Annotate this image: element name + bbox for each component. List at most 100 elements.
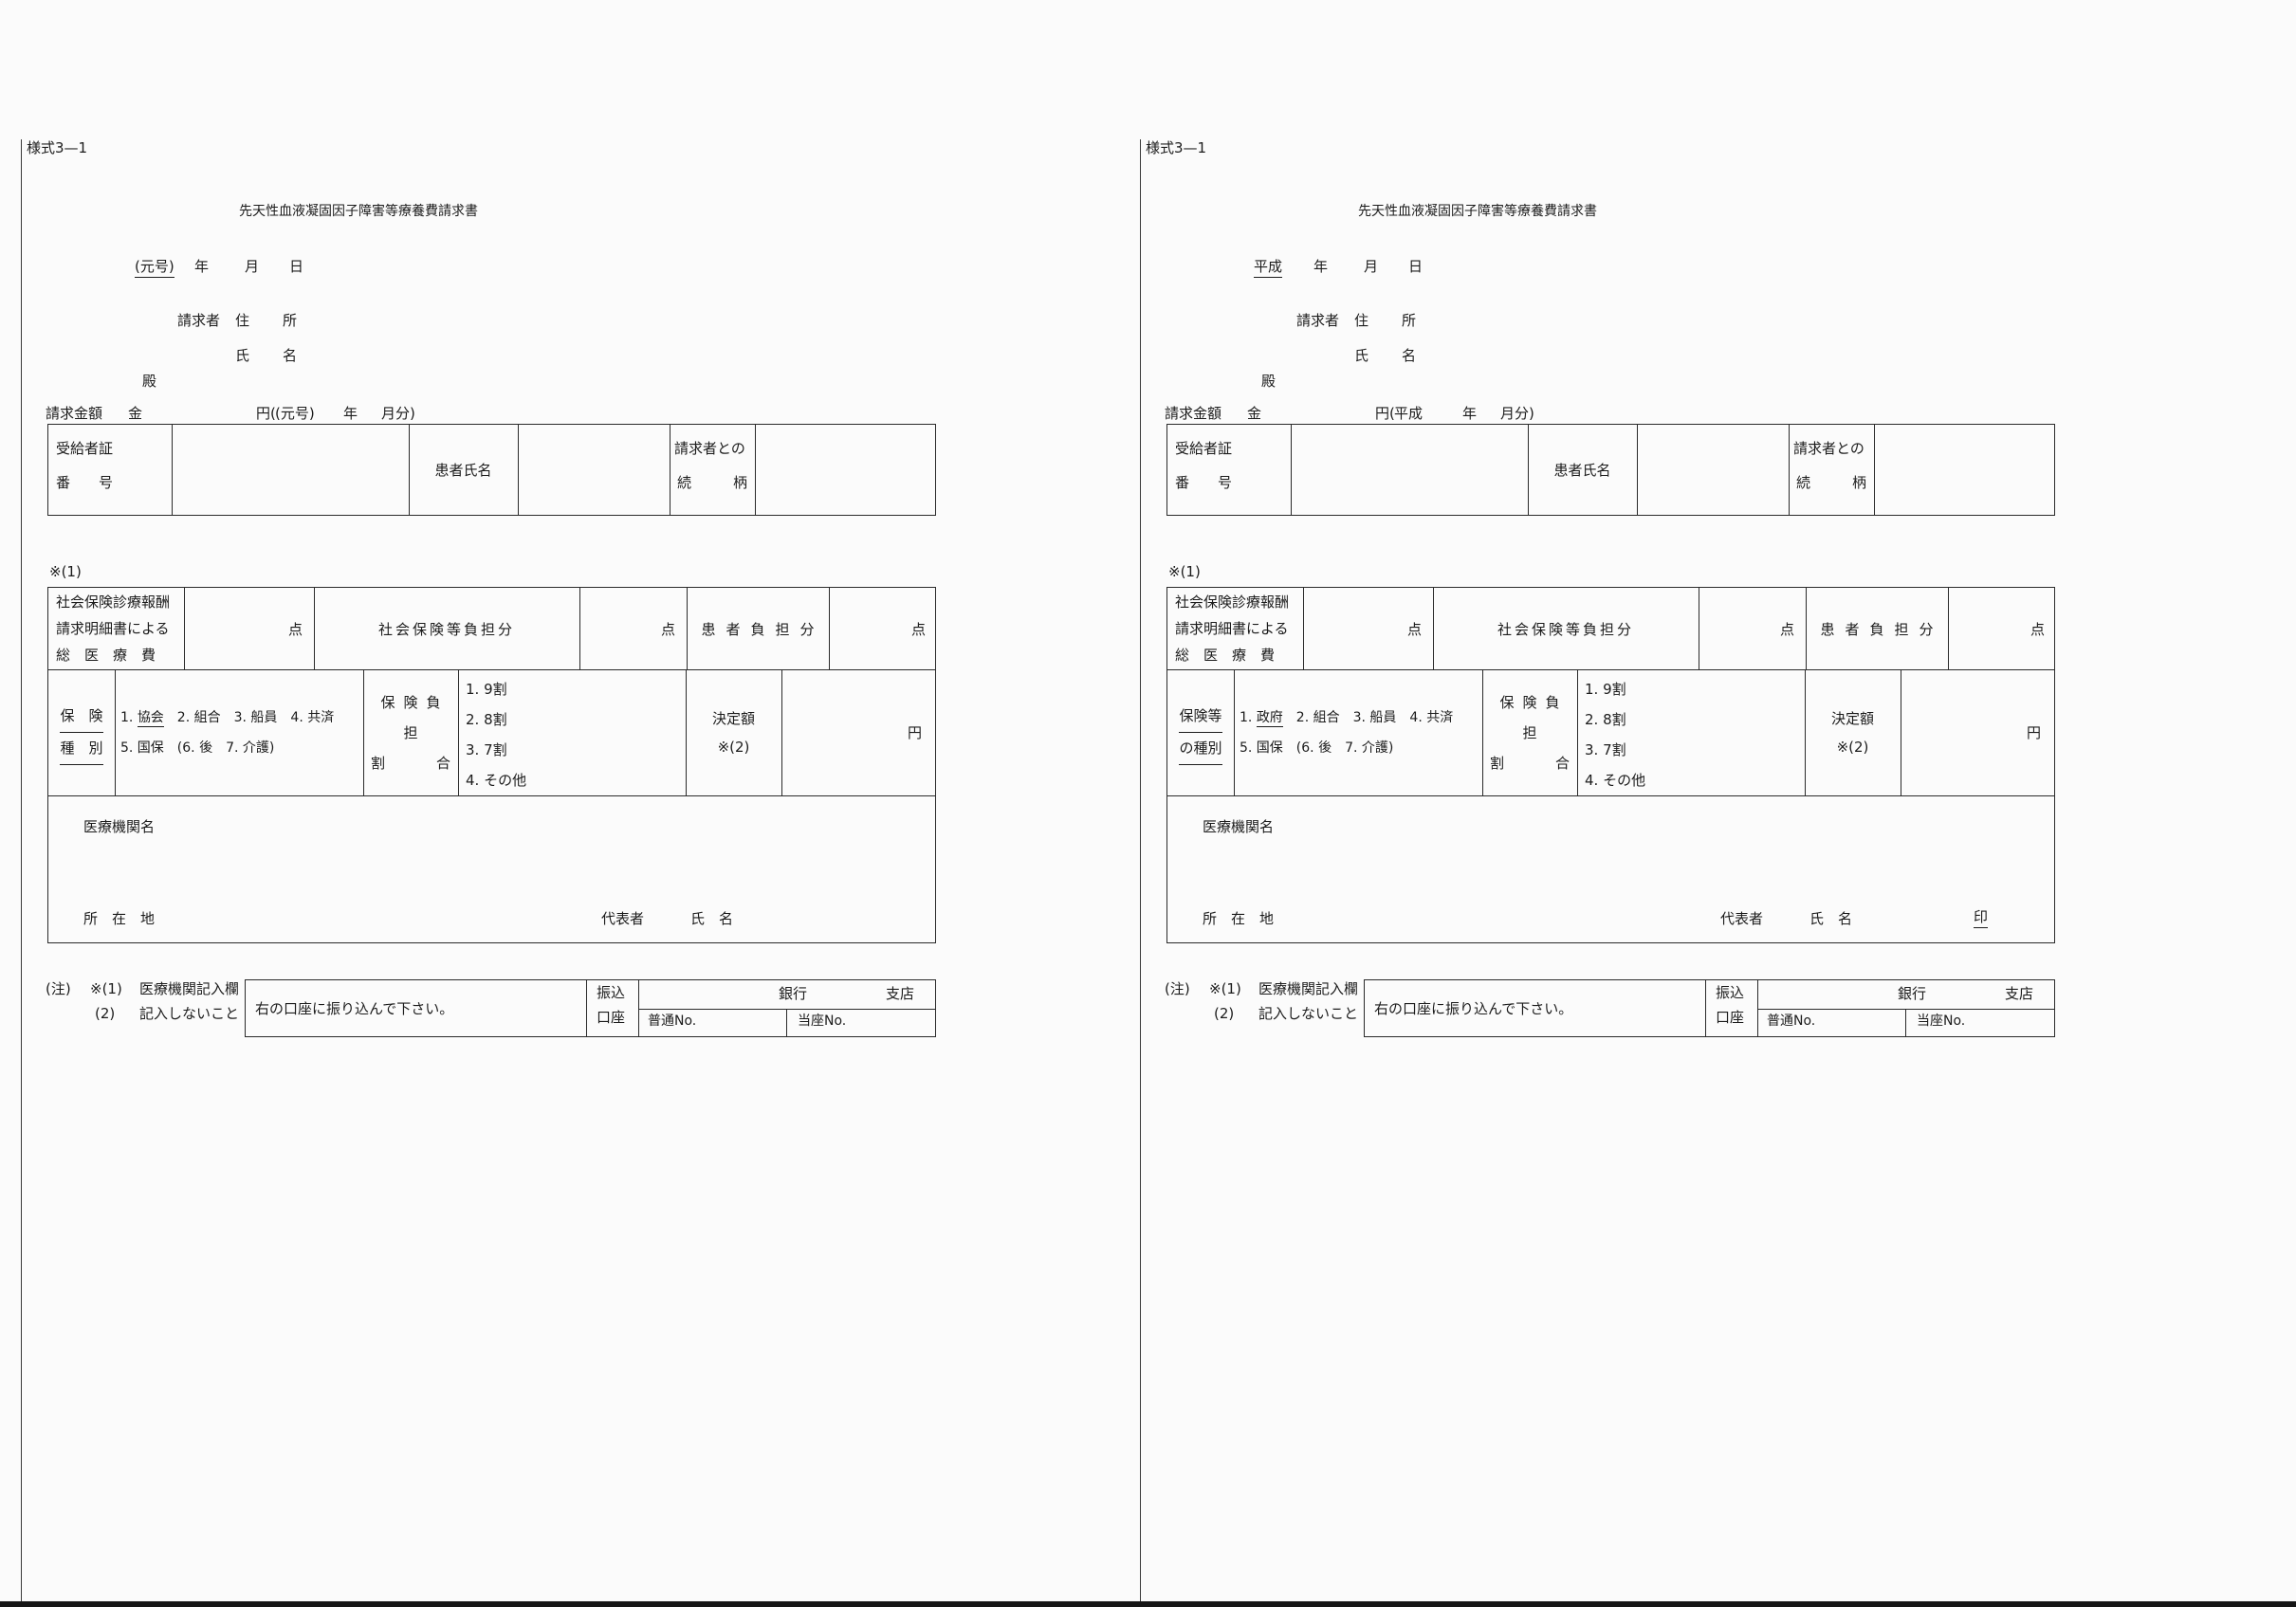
page-right: 様式3—1 先天性血液凝固因子障害等療養費請求書 平成 年 月 日 請求者 住 … [1140, 0, 2259, 1607]
address-label-b: 所 [283, 312, 298, 329]
insurance-share-point-unit: 点 [660, 620, 675, 638]
amount-year: 年 [1462, 405, 1478, 422]
recipient-id-label-2: 番 号 [56, 474, 114, 491]
insurance-share-label: 社会保険等負担分 [377, 620, 515, 638]
insurance-type-label: 保 険 種 別 [48, 669, 115, 795]
burden-ratio-label: 保険負担 割合 [1490, 693, 1570, 772]
note-ref-1: ※(1) [90, 980, 122, 997]
representative-label: 代表者 [1720, 910, 1764, 927]
insurance-options-line-2: 5. 国保 (6. 後 7. 介護) [1240, 740, 1394, 756]
date-year-label: 年 [1313, 258, 1329, 275]
facility-name-label: 医療機関名 [83, 818, 156, 835]
name-label-a: 氏 [235, 347, 250, 364]
recipient-id-label-1: 受給者証 [56, 440, 114, 457]
amount-month-close: 月分) [381, 405, 415, 422]
recipient-id-label-2: 番 号 [1175, 474, 1233, 491]
relation-label-1: 請求者との [674, 440, 745, 457]
seal-label: 印 [1974, 908, 1989, 928]
relation-label-2: 続柄 [677, 474, 747, 491]
note-head: (注) [1165, 980, 1190, 997]
patient-share-label: 患者負担分 [1820, 620, 1944, 638]
address-label-a: 住 [1354, 312, 1369, 329]
note-ref-2: (2) [1214, 1005, 1235, 1022]
ordinary-account-label: 普通No. [1767, 1014, 1816, 1029]
name-label-a: 氏 [1354, 347, 1369, 364]
yen-unit: 円 [907, 724, 922, 741]
total-fee-label-2: 請求明細書による [1175, 620, 1289, 637]
bank-label: 銀行 [1898, 985, 1927, 1002]
relation-label-1: 請求者との [1793, 440, 1864, 457]
representative-label: 代表者 [601, 910, 645, 927]
date-day-label: 日 [289, 258, 304, 275]
ref-note-1: ※(1) [1168, 563, 1201, 580]
amount-era: (元号) [275, 405, 315, 425]
amount-year: 年 [343, 405, 358, 422]
transfer-strip: 右の口座に振り込んで下さい。 振込 口座 銀行 支店 普通No. 当座No. [1364, 979, 2055, 1037]
date-era-label: (元号) [135, 258, 174, 278]
insurance-type-label: 保険等 の種別 [1167, 669, 1234, 795]
total-fee-label-2: 請求明細書による [56, 620, 170, 637]
burden-rate-options: 1. 9割 2. 8割 3. 7割 4. その他 [1585, 681, 1646, 789]
insurance-option-1: 政府 [1256, 709, 1283, 727]
note-text-2: 記入しないこと [1258, 1005, 1359, 1022]
patient-name-label: 患者氏名 [1553, 462, 1611, 479]
claimant-label: 請求者 [177, 312, 221, 329]
recipient-id-label-1: 受給者証 [1175, 440, 1233, 457]
amount-label: 請求金額 [1165, 405, 1222, 422]
total-fee-point-unit: 点 [1406, 620, 1422, 638]
note-ref-2: (2) [95, 1005, 116, 1022]
insurance-option-1: 協会 [137, 709, 164, 727]
branch-label: 支店 [2005, 985, 2034, 1002]
transfer-instruction: 右の口座に振り込んで下さい。 [255, 1000, 454, 1017]
amount-yen-open: 円( [1375, 405, 1395, 422]
amount-yen-open: 円( [256, 405, 276, 422]
dono-label: 殿 [1261, 373, 1277, 390]
patient-share-label: 患者負担分 [701, 620, 825, 638]
burden-rate-options: 1. 9割 2. 8割 3. 7割 4. その他 [466, 681, 527, 789]
date-year-label: 年 [194, 258, 210, 275]
note-text-1: 医療機関記入欄 [1258, 980, 1359, 997]
insurance-type-options: 1. 協会 2. 組合 3. 船員 4. 共済 5. 国保 (6. 後 7. 介… [115, 669, 363, 795]
recipient-table: 受給者証 番 号 患者氏名 請求者との 続柄 [47, 424, 936, 516]
address-label-b: 所 [1402, 312, 1417, 329]
note-text-2: 記入しないこと [139, 1005, 240, 1022]
note-text-1: 医療機関記入欄 [139, 980, 240, 997]
name-label-b: 名 [1402, 347, 1417, 364]
decision-amount-label: 決定額 ※(2) [711, 709, 755, 756]
scan-bottom-edge [0, 1601, 2296, 1607]
page-title: 先天性血液凝固因子障害等療養費請求書 [239, 204, 478, 219]
ref-note-1: ※(1) [49, 563, 82, 580]
ordinary-account-label: 普通No. [648, 1014, 697, 1029]
address-label-a: 住 [235, 312, 250, 329]
amount-kin: 金 [128, 405, 143, 422]
facility-name-label: 医療機関名 [1203, 818, 1275, 835]
total-fee-label-1: 社会保険診療報酬 [56, 593, 171, 611]
amount-label: 請求金額 [46, 405, 103, 422]
amount-kin: 金 [1247, 405, 1262, 422]
yen-unit: 円 [2026, 724, 2041, 741]
transfer-account-label-1: 振込 [597, 984, 626, 1001]
transfer-strip: 右の口座に振り込んで下さい。 振込 口座 銀行 支店 普通No. 当座No. [245, 979, 936, 1037]
burden-ratio-label: 保険負担 割合 [371, 693, 450, 772]
insurance-share-point-unit: 点 [1779, 620, 1794, 638]
name-label-b: 名 [283, 347, 298, 364]
date-era-label: 平成 [1254, 258, 1283, 278]
form-code: 様式3—1 [27, 139, 88, 156]
date-month-label: 月 [1364, 258, 1379, 275]
dono-label: 殿 [142, 373, 157, 390]
medical-fee-table: 社会保険診療報酬 請求明細書による 総 医 療 費 点 社会保険等負担分 点 患… [1166, 587, 2055, 943]
facility-address-label: 所 在 地 [1203, 910, 1275, 927]
transfer-instruction: 右の口座に振り込んで下さい。 [1374, 1000, 1573, 1017]
representative-name-label: 氏 名 [690, 910, 734, 927]
decision-amount-label: 決定額 ※(2) [1830, 709, 1874, 756]
date-month-label: 月 [245, 258, 260, 275]
note-head: (注) [46, 980, 71, 997]
transfer-account-label-2: 口座 [1716, 1009, 1745, 1026]
page-left: 様式3—1 先天性血液凝固因子障害等療養費請求書 (元号) 年 月 日 請求者 … [21, 0, 1140, 1607]
total-fee-label-3: 総 医 療 費 [1175, 647, 1276, 664]
date-day-label: 日 [1408, 258, 1424, 275]
insurance-type-options: 1. 政府 2. 組合 3. 船員 4. 共済 5. 国保 (6. 後 7. 介… [1234, 669, 1482, 795]
branch-label: 支店 [886, 985, 915, 1002]
amount-month-close: 月分) [1500, 405, 1534, 422]
